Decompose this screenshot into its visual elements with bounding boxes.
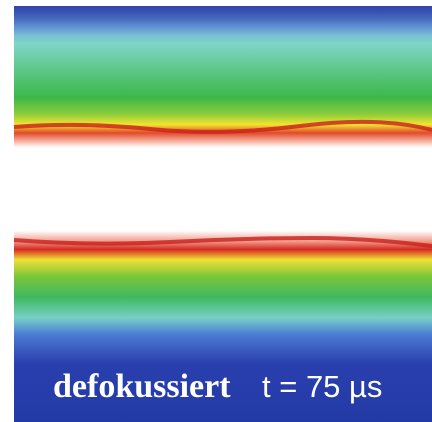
page: {"caption": {"label": "defokussiert", "t… bbox=[0, 0, 432, 422]
caption-label: defokussiert bbox=[53, 368, 231, 405]
color-field bbox=[14, 6, 432, 422]
caption-time: t = 75 µs bbox=[262, 369, 382, 404]
top-shade bbox=[14, 6, 432, 36]
false-color-image: defokussiert t = 75 µs bbox=[0, 0, 432, 422]
